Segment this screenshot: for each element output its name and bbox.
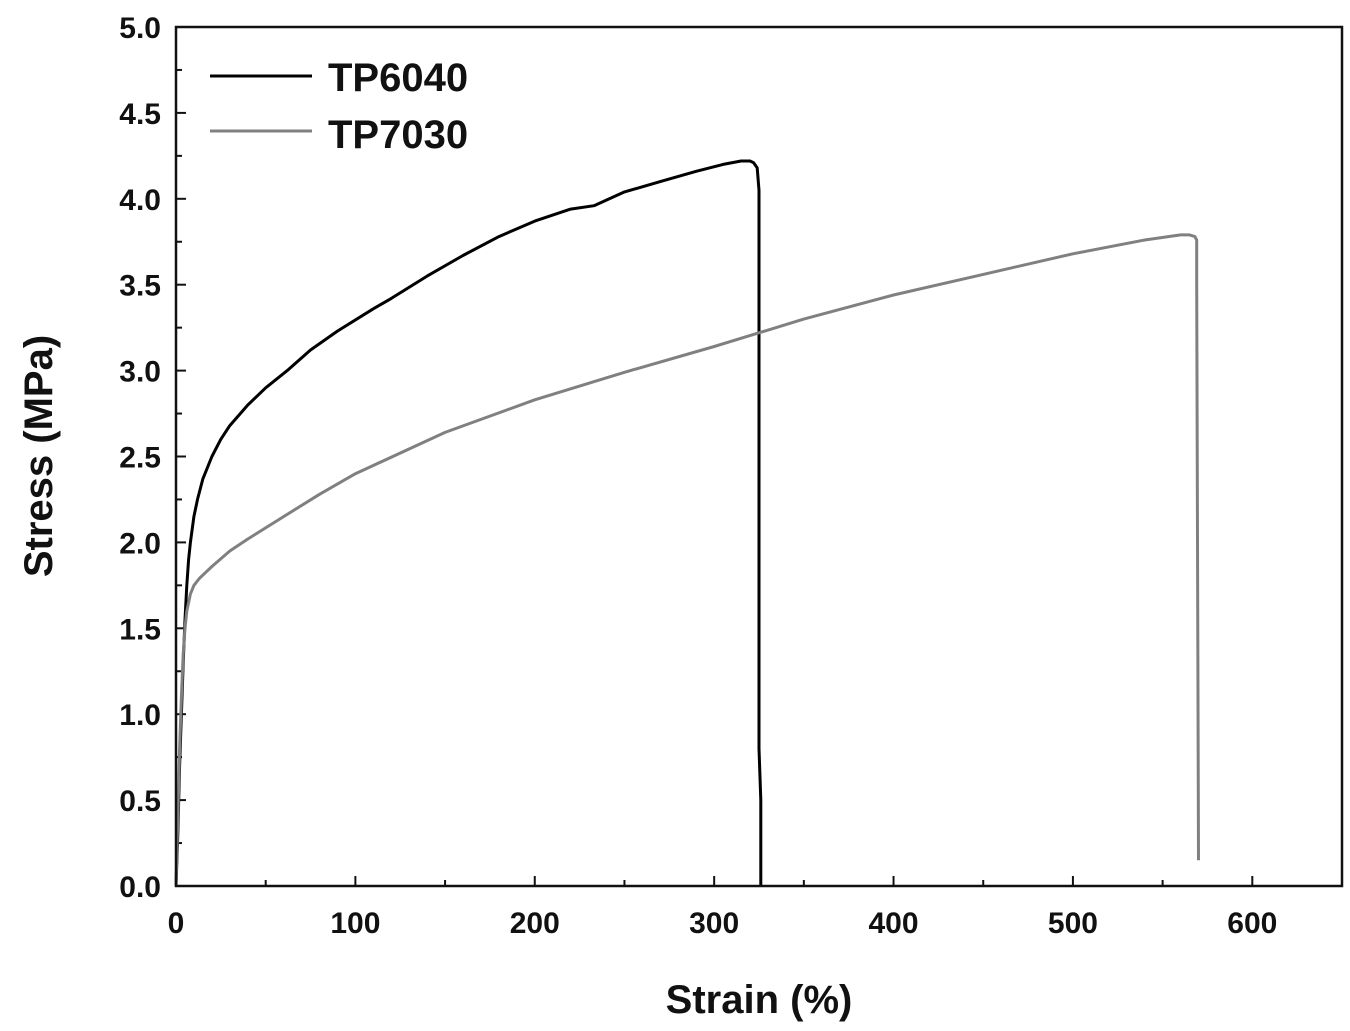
- series-layer: [174, 159, 1200, 887]
- x-tick-label: 100: [330, 907, 380, 940]
- x-tick-label: 300: [689, 907, 739, 940]
- legend-label-tp7030: TP7030: [328, 113, 468, 157]
- y-tick-label: 0.5: [119, 785, 161, 818]
- y-tick-label: 4.0: [119, 184, 161, 217]
- legend: TP6040 TP7030: [210, 56, 468, 157]
- y-tick-label: 5.0: [119, 12, 161, 45]
- y-tick-label: 2.0: [119, 527, 161, 560]
- x-tick-label: 600: [1227, 907, 1277, 940]
- y-tick-label: 4.5: [119, 98, 161, 131]
- y-tick-label: 0.0: [119, 871, 161, 904]
- series-line-tp7030: [174, 233, 1200, 887]
- x-tick-label: 200: [510, 907, 560, 940]
- plot-frame: [174, 25, 1344, 888]
- y-axis-title: Stress (MPa): [17, 335, 61, 577]
- y-tick-label: 1.0: [119, 699, 161, 732]
- x-tick-label: 0: [168, 907, 185, 940]
- x-axis-ticks: 0 100 200 300 400 500 600: [168, 876, 1277, 940]
- x-tick-label: 400: [869, 907, 919, 940]
- series-line-tp6040: [174, 159, 763, 887]
- y-axis-ticks: 0.0 0.5 1.0 1.5 2.0 2.5 3.0 3.5 4.0 4.5 5.0: [119, 12, 186, 904]
- y-tick-label: 3.5: [119, 270, 161, 303]
- legend-label-tp6040: TP6040: [328, 56, 468, 100]
- y-tick-label: 3.0: [119, 356, 161, 389]
- x-tick-label: 500: [1048, 907, 1098, 940]
- y-tick-label: 2.5: [119, 442, 161, 475]
- x-axis-title: Strain (%): [666, 978, 853, 1022]
- y-tick-label: 1.5: [119, 613, 161, 646]
